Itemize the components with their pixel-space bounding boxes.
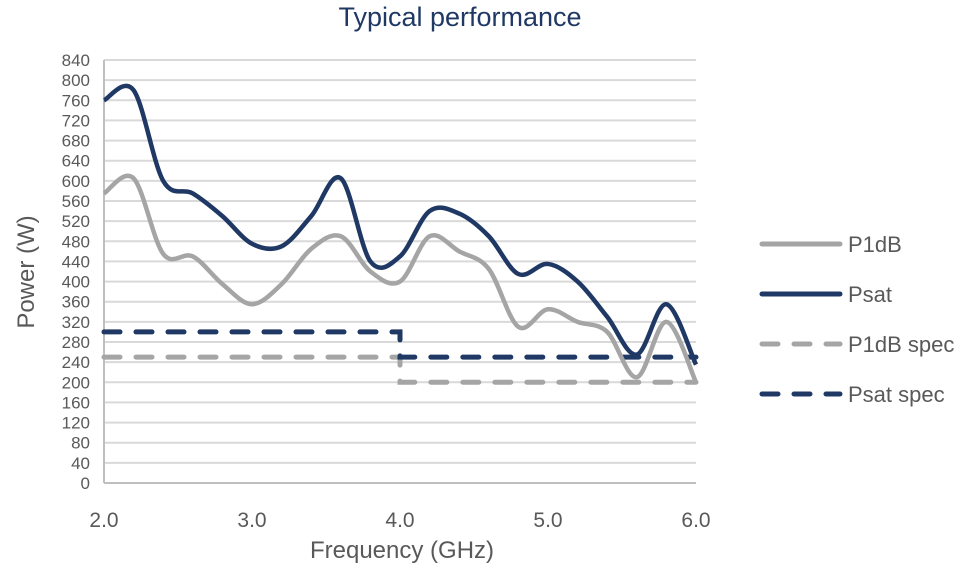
x-axis-ticks: 2.0 3.0 4.0 5.0 6.0 xyxy=(89,509,710,532)
y-tick-label: 640 xyxy=(62,152,90,171)
chart-title: Typical performance xyxy=(338,2,581,32)
y-tick-label: 680 xyxy=(62,132,90,151)
y-tick-label: 440 xyxy=(62,252,90,271)
y-tick-label: 520 xyxy=(62,212,90,231)
series-p1db xyxy=(102,173,699,384)
y-tick-label: 760 xyxy=(62,91,90,110)
legend-label-p1db-spec: P1dB spec xyxy=(848,332,954,357)
y-tick-label: 720 xyxy=(62,111,90,130)
series-psat-spec xyxy=(101,329,699,360)
legend: P1dB Psat P1dB spec Psat spec xyxy=(759,232,954,407)
y-tick-label: 240 xyxy=(62,353,90,372)
series-lines xyxy=(101,83,699,385)
legend-label-psat: Psat xyxy=(848,282,892,307)
y-tick-label: 840 xyxy=(62,51,90,70)
x-tick-label: 4.0 xyxy=(385,509,414,532)
y-tick-label: 560 xyxy=(62,192,90,211)
series-p1db-spec xyxy=(101,354,699,385)
y-tick-label: 360 xyxy=(62,293,90,312)
gridlines xyxy=(103,59,696,484)
x-tick-label: 3.0 xyxy=(237,509,266,532)
y-axis-label: Power (W) xyxy=(13,215,40,328)
y-tick-label: 40 xyxy=(71,454,90,473)
y-tick-label: 480 xyxy=(62,232,90,251)
y-tick-label: 120 xyxy=(62,414,90,433)
y-tick-label: 80 xyxy=(71,434,90,453)
y-tick-label: 600 xyxy=(62,172,90,191)
legend-label-psat-spec: Psat spec xyxy=(848,382,945,407)
y-tick-label: 200 xyxy=(62,373,90,392)
x-tick-label: 6.0 xyxy=(681,509,710,532)
x-tick-label: 2.0 xyxy=(89,509,118,532)
y-tick-label: 0 xyxy=(81,474,90,493)
y-tick-label: 280 xyxy=(62,333,90,352)
y-tick-label: 320 xyxy=(62,313,90,332)
x-tick-label: 5.0 xyxy=(533,509,562,532)
y-tick-label: 400 xyxy=(62,273,90,292)
legend-label-p1db: P1dB xyxy=(848,232,902,257)
y-tick-label: 160 xyxy=(62,393,90,412)
x-axis-label: Frequency (GHz) xyxy=(310,537,494,564)
y-tick-label: 800 xyxy=(62,71,90,90)
